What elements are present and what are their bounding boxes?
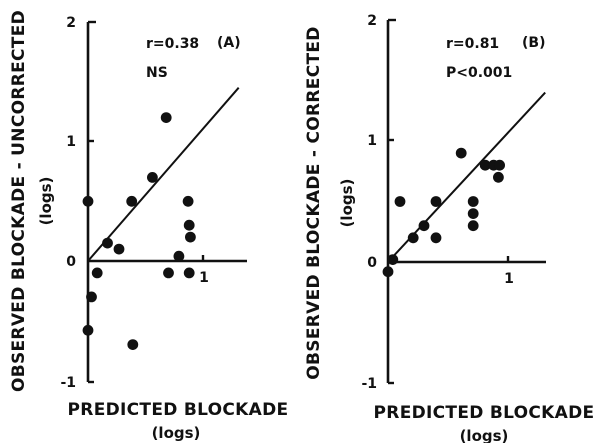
panel-a-point-4 <box>91 267 103 279</box>
panel-a-point-2 <box>82 324 94 336</box>
panel-a-point-5 <box>102 237 113 249</box>
panel-a-annotation-r: r=0.38 <box>146 36 199 52</box>
panel-a-ytick-label-1: 1 <box>66 134 76 150</box>
panel-a-y-label: OBSERVED BLOCKADE - UNCORRECTED <box>9 10 29 392</box>
panel-b-point-12 <box>479 159 491 171</box>
panel-a-label: (A) <box>217 35 241 51</box>
panel-a-ytick-label-0: 0 <box>66 254 76 270</box>
panel-b-ytick-label-2: 2 <box>367 13 377 29</box>
panel-a-point-3 <box>86 291 97 303</box>
panel-a-fit-line <box>87 87 240 262</box>
panel-a-point-6 <box>113 243 125 255</box>
panel-a-point-13 <box>182 195 194 207</box>
panel-b-point-1 <box>382 266 394 278</box>
panel-b-xtick-label-1: 1 <box>504 271 514 287</box>
panel-b-ytick-label-1: 1 <box>367 133 377 149</box>
panel-a-y-unit: (logs) <box>37 177 55 226</box>
panel-b-point-14 <box>494 159 505 171</box>
panel-b-y-unit: (logs) <box>338 179 356 228</box>
panel-b-ytick-label-0: 0 <box>367 255 377 271</box>
panel-b-axes <box>386 20 546 383</box>
panel-b-point-6 <box>430 196 442 207</box>
panel-a-point-9 <box>147 172 158 183</box>
panel-a-ticks <box>88 20 205 384</box>
panel-b-point-7 <box>430 232 442 244</box>
panel-b: 2 1 0 -1 1 r=0.81 P<0.001 (B) OBSERVED B… <box>304 13 594 443</box>
panel-b-point-11 <box>467 220 479 232</box>
panel-a-x-unit: (logs) <box>152 424 201 442</box>
panel-a-point-12 <box>173 250 185 262</box>
panel-a-point-15 <box>185 231 196 243</box>
panel-a-points <box>82 112 196 350</box>
panel-b-annotation-r: r=0.81 <box>446 36 499 52</box>
panel-b-ticks <box>388 18 510 385</box>
panel-a-ytick-label-2: 2 <box>66 15 76 31</box>
panel-b-annotation-sig: P<0.001 <box>446 65 512 81</box>
panel-b-label: (B) <box>522 35 545 51</box>
panel-a: 2 1 0 -1 1 r=0.38 NS (A) OBSERVED BLOCKA… <box>9 10 288 442</box>
panel-a-point-10 <box>160 112 172 123</box>
panel-b-point-2 <box>387 254 399 265</box>
panel-a-point-1 <box>82 195 94 207</box>
panel-b-point-3 <box>394 196 406 207</box>
panel-b-point-9 <box>467 196 479 207</box>
panel-a-x-label: PREDICTED BLOCKADE <box>68 400 289 420</box>
panel-a-xtick-label-1: 1 <box>199 270 209 286</box>
panel-b-point-8 <box>455 147 467 159</box>
panel-b-point-4 <box>407 232 419 244</box>
panel-a-point-7 <box>126 195 138 207</box>
panel-b-point-10 <box>467 208 479 220</box>
panel-a-point-14 <box>183 219 195 231</box>
panel-b-x-label: PREDICTED BLOCKADE <box>374 403 595 423</box>
panel-b-ytick-label-m1: -1 <box>361 376 377 392</box>
panel-b-x-unit: (logs) <box>460 427 509 443</box>
panel-b-point-15 <box>493 171 504 183</box>
panel-a-ytick-label-m1: -1 <box>60 375 76 391</box>
panel-a-point-11 <box>163 267 174 279</box>
panel-a-point-16 <box>183 267 195 279</box>
panel-b-y-label: OBSERVED BLOCKADE - CORRECTED <box>304 26 324 379</box>
panel-b-point-5 <box>418 220 430 232</box>
panel-b-points <box>382 147 505 278</box>
panel-a-annotation-sig: NS <box>146 65 168 81</box>
panel-a-point-8 <box>127 339 139 350</box>
